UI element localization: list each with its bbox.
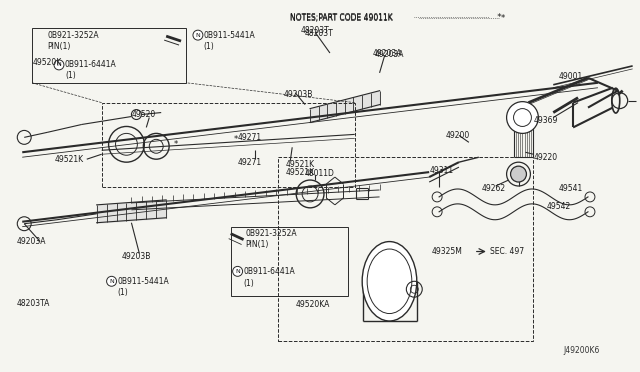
Text: 48203TA: 48203TA xyxy=(16,299,50,308)
Text: N: N xyxy=(56,62,61,67)
Text: 49521K: 49521K xyxy=(285,160,314,169)
Text: *: * xyxy=(500,14,505,23)
Text: NOTES;PART CODE 49011K: NOTES;PART CODE 49011K xyxy=(290,13,393,22)
Text: 49203B: 49203B xyxy=(284,90,313,99)
Circle shape xyxy=(107,276,116,286)
Text: 0B921-3252A: 0B921-3252A xyxy=(47,31,99,40)
Text: 48203T: 48203T xyxy=(305,29,334,38)
Text: 49203A: 49203A xyxy=(372,48,402,58)
Text: 49369: 49369 xyxy=(533,116,558,125)
Text: N: N xyxy=(109,279,114,284)
Text: 0B911-6441A: 0B911-6441A xyxy=(65,60,116,70)
Text: 0B911-5441A: 0B911-5441A xyxy=(204,31,255,40)
Text: 49262: 49262 xyxy=(482,185,506,193)
Text: 0B911-5441A: 0B911-5441A xyxy=(118,277,169,286)
Text: 49001: 49001 xyxy=(558,72,582,81)
Text: 49311: 49311 xyxy=(429,166,453,174)
Text: (1): (1) xyxy=(118,288,128,297)
Text: 0B911-6441A: 0B911-6441A xyxy=(244,267,295,276)
Text: SEC. 497: SEC. 497 xyxy=(490,247,524,256)
Text: 49521K: 49521K xyxy=(55,155,84,164)
Text: 0B921-3252A: 0B921-3252A xyxy=(246,229,297,238)
Text: 49520: 49520 xyxy=(131,110,156,119)
Circle shape xyxy=(511,166,527,182)
Circle shape xyxy=(193,30,203,40)
Text: 49271: 49271 xyxy=(237,158,262,167)
Text: 49200: 49200 xyxy=(446,131,470,140)
Ellipse shape xyxy=(362,241,417,321)
Text: 49520K: 49520K xyxy=(32,58,61,67)
Text: *: * xyxy=(174,140,178,149)
Text: (1): (1) xyxy=(204,42,214,51)
Text: NOTES;PART CODE 49011K: NOTES;PART CODE 49011K xyxy=(290,14,393,23)
Text: *: * xyxy=(492,13,501,22)
Text: PIN(1): PIN(1) xyxy=(47,42,70,51)
Circle shape xyxy=(54,60,64,70)
Text: N: N xyxy=(196,33,200,38)
Circle shape xyxy=(507,102,538,134)
Circle shape xyxy=(233,266,243,276)
Text: (1): (1) xyxy=(244,279,254,288)
Text: (1): (1) xyxy=(65,71,76,80)
Text: 49203B: 49203B xyxy=(122,252,151,261)
Text: 49203A: 49203A xyxy=(16,237,46,246)
Text: N: N xyxy=(236,269,240,274)
Text: 49541: 49541 xyxy=(558,185,582,193)
Text: 49203A: 49203A xyxy=(374,51,404,60)
Text: 49542: 49542 xyxy=(547,202,570,211)
Text: *: * xyxy=(234,135,237,144)
Text: 49521K: 49521K xyxy=(285,168,314,177)
Text: 48203T: 48203T xyxy=(300,26,329,35)
Text: 49271: 49271 xyxy=(237,133,262,142)
Text: 49520KA: 49520KA xyxy=(295,299,330,309)
Text: 49220: 49220 xyxy=(533,153,557,162)
Text: PIN(1): PIN(1) xyxy=(246,240,269,249)
Text: 48011D: 48011D xyxy=(305,169,335,177)
Text: J49200K6: J49200K6 xyxy=(563,346,600,355)
Text: 49325M: 49325M xyxy=(431,247,462,256)
